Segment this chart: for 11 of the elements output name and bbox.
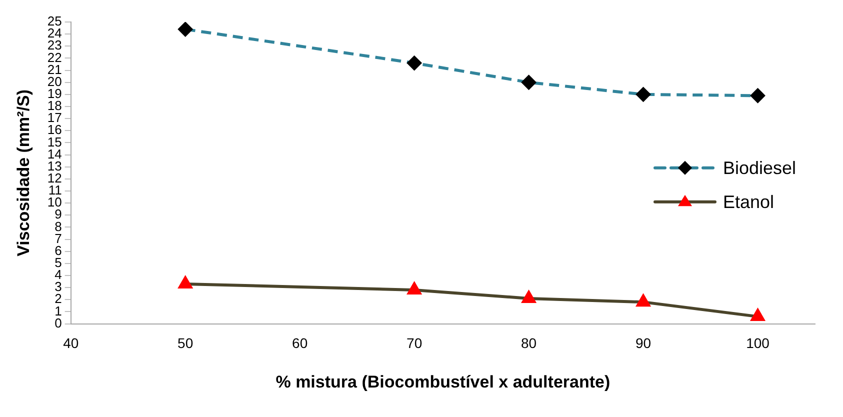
y-axis-title: Viscosidade (mm²/S) [14, 89, 33, 256]
x-tick-label: 90 [635, 335, 652, 352]
x-tick-label: 40 [63, 335, 79, 352]
legend-label: Etanol [723, 192, 774, 212]
x-tick-label: 60 [292, 335, 308, 352]
legend-label: Biodiesel [723, 158, 796, 178]
x-tick-label: 50 [178, 335, 194, 352]
x-axis-title: % mistura (Biocombustível x adulterante) [276, 372, 610, 392]
x-tick-label: 100 [746, 335, 770, 352]
x-tick-label: 70 [406, 335, 422, 352]
x-tick-label: 80 [521, 335, 537, 352]
